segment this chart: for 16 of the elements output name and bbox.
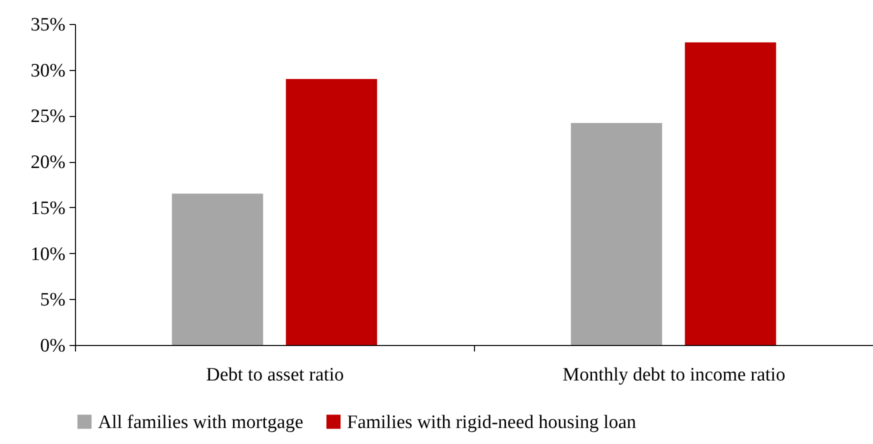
x-tick-label: Monthly debt to income ratio [562, 364, 786, 386]
y-tick-label: 10% [30, 244, 66, 265]
bar [286, 79, 378, 345]
y-tick-label: 35% [30, 14, 66, 36]
y-tick-label: 30% [30, 60, 66, 82]
y-tick-label: 0% [40, 336, 66, 356]
legend-label: All families with mortgage [98, 412, 304, 433]
y-tick-label: 25% [30, 106, 66, 128]
y-tick-label: 15% [30, 198, 66, 219]
bar [570, 123, 662, 345]
bar [172, 194, 264, 345]
bar [684, 42, 776, 345]
y-tick-label: 5% [40, 290, 66, 311]
legend-label: Families with rigid-need housing loan [347, 412, 637, 433]
x-tick-label: Debt to asset ratio [206, 364, 344, 386]
y-tick-label: 20% [30, 152, 66, 174]
